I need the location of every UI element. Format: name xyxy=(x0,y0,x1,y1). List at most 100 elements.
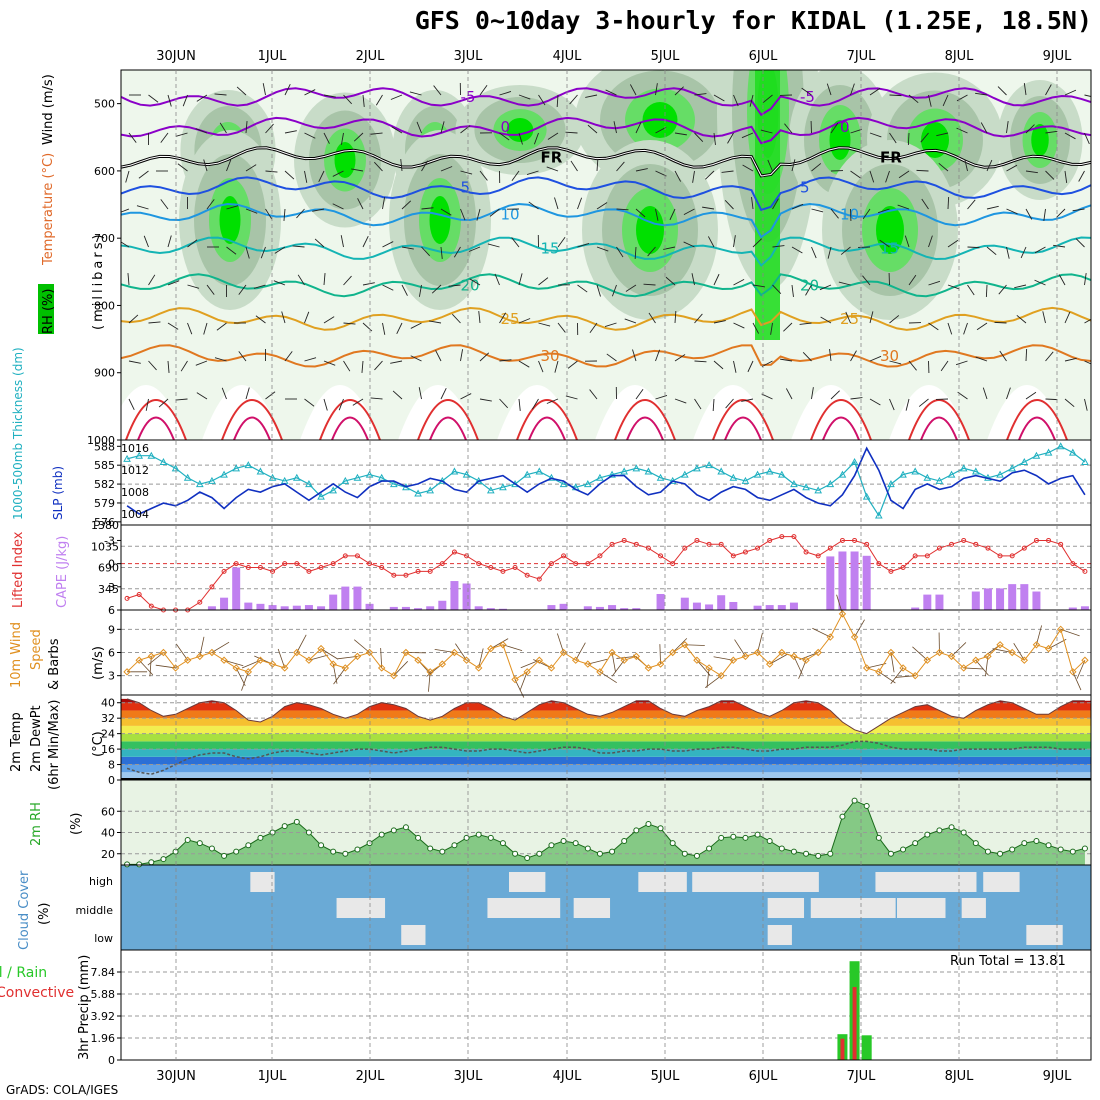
wind-barb xyxy=(343,322,356,325)
wind-barb xyxy=(674,310,677,324)
cape-bar xyxy=(911,607,920,610)
wind10-barb xyxy=(1060,628,1080,637)
thickness-point xyxy=(305,480,313,488)
wind-barb xyxy=(547,132,559,140)
wind-barb xyxy=(985,284,988,298)
li-point xyxy=(912,553,918,559)
wind10-point xyxy=(171,664,180,672)
wind-barb xyxy=(674,132,687,136)
li-point xyxy=(706,541,712,547)
rh2m-point xyxy=(427,845,434,852)
wind10-barb xyxy=(490,638,509,649)
wind10-point xyxy=(705,664,713,672)
rh2m-point xyxy=(1021,840,1028,847)
wind-barb xyxy=(323,132,330,144)
wind-barb xyxy=(203,322,208,335)
wind10-point xyxy=(256,656,265,664)
wind-barb xyxy=(955,360,968,366)
wind10-point xyxy=(280,664,289,672)
cape-bar xyxy=(292,605,301,610)
wind-barb xyxy=(180,360,188,372)
cape-tick-1: 1035 xyxy=(91,540,119,553)
rh2m-point xyxy=(621,838,628,844)
rh2m-point xyxy=(754,831,761,838)
freezing-line-inner xyxy=(121,147,1091,177)
thickness-point xyxy=(292,473,301,481)
wind-barb xyxy=(499,91,512,96)
hot-arc-outer-6 xyxy=(712,399,774,440)
wind-barb xyxy=(1064,89,1077,96)
wind10-point xyxy=(838,610,847,618)
wind-barb xyxy=(546,398,559,404)
wind-barb xyxy=(236,86,247,96)
wind-barb xyxy=(245,246,250,259)
thickness-point xyxy=(559,480,568,488)
hot-arc-inner-6 xyxy=(724,416,762,440)
rh-color-swatch xyxy=(38,284,54,334)
cape-bar xyxy=(608,605,617,610)
li-point xyxy=(755,545,761,551)
wind10-barb xyxy=(866,663,887,669)
wind-barb xyxy=(889,132,897,144)
wind-barb xyxy=(206,199,215,210)
li-point xyxy=(245,565,251,570)
wind-barb xyxy=(862,275,871,286)
li-point xyxy=(742,549,748,555)
contour-label-30-1: 30 xyxy=(880,347,899,365)
rh2m-point xyxy=(851,797,858,804)
rh2m-point xyxy=(342,850,349,857)
cape-bar xyxy=(559,603,568,610)
temp-band-4 xyxy=(121,764,1091,773)
credit-label: GrADS: COLA/IGES xyxy=(6,1083,119,1097)
thickness-point xyxy=(923,473,932,481)
wind-barb xyxy=(260,246,266,259)
hot-arc-inner-3 xyxy=(429,416,467,440)
wind-barb xyxy=(499,398,509,409)
wind-barb xyxy=(392,390,403,400)
temp-band-40 xyxy=(121,698,1091,703)
wind10-point xyxy=(947,652,956,661)
temperature-contour-5 xyxy=(121,176,1091,212)
wind-barb xyxy=(635,168,648,172)
wind10-point xyxy=(996,641,1004,649)
wind10-tick-2: 3 xyxy=(108,670,115,683)
wind-barb xyxy=(811,246,817,259)
cape-bar xyxy=(329,594,338,610)
cape-bar xyxy=(547,605,556,610)
wind10-point xyxy=(814,648,822,657)
wind-barb xyxy=(362,322,373,332)
rh2m-point xyxy=(693,852,700,859)
wind-barb xyxy=(1034,279,1046,286)
wind10-barb xyxy=(793,656,803,675)
wind-barb xyxy=(616,246,624,258)
wind-barb xyxy=(145,398,149,411)
wind10-point xyxy=(511,675,519,684)
wind10-point xyxy=(875,668,883,676)
wind10-barb xyxy=(951,642,967,657)
wind10-barb xyxy=(836,594,843,614)
rh2m-point xyxy=(924,831,931,838)
wind-barb xyxy=(963,322,968,335)
wind10-barb xyxy=(199,636,205,657)
rh-shade-core-10 xyxy=(429,196,451,244)
cape-bar xyxy=(220,597,229,610)
wind-barb xyxy=(605,89,617,96)
wind-barb xyxy=(869,311,874,324)
li-point xyxy=(148,603,154,609)
wind-barb xyxy=(889,398,895,411)
precip-tick-1: 5.88 xyxy=(91,988,116,1001)
temp-line xyxy=(126,698,1085,735)
thickness-point xyxy=(656,473,665,481)
cape-bar xyxy=(595,606,604,610)
li-point xyxy=(767,537,773,543)
wind-barb xyxy=(511,170,520,181)
cloud-clear-block xyxy=(401,925,426,945)
wind-barb xyxy=(440,246,443,259)
thickness-point xyxy=(777,470,786,478)
wind-barb xyxy=(655,349,661,362)
wind-barb xyxy=(138,170,149,179)
date-label-top-2: 2JUL xyxy=(356,49,386,64)
wind-barb xyxy=(1072,208,1085,212)
thickness-point xyxy=(1044,448,1053,456)
